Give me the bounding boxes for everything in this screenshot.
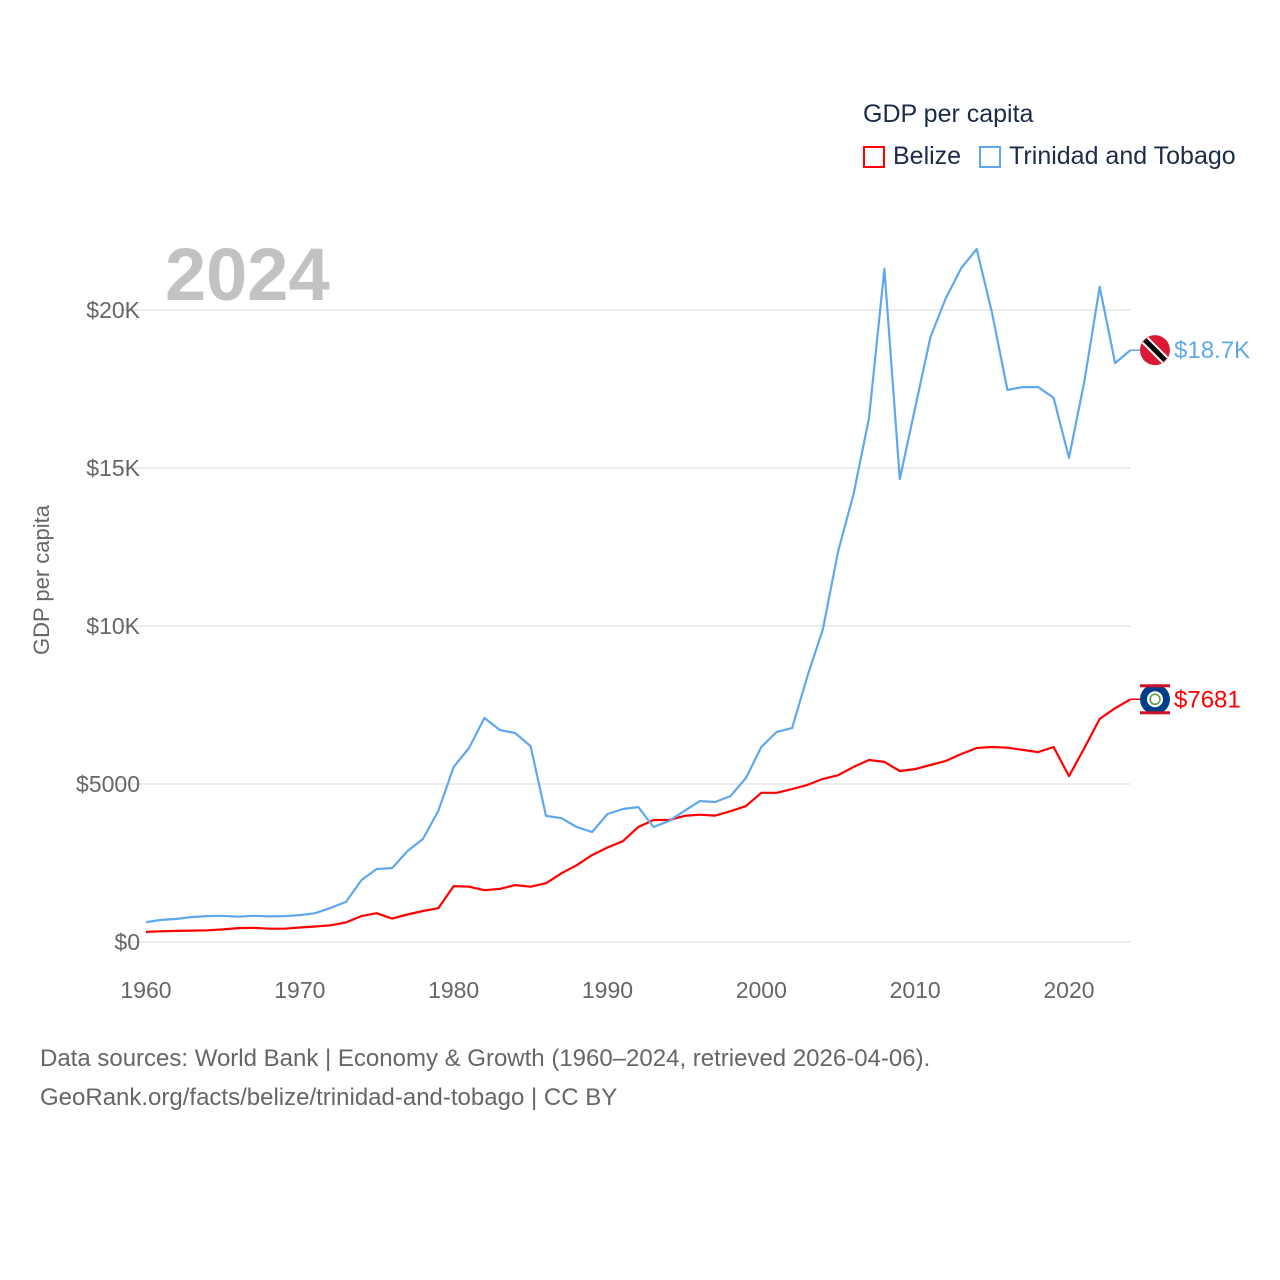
belize-flag-stripe (1140, 711, 1170, 715)
footer-sources: Data sources: World Bank | Economy & Gro… (40, 1045, 931, 1072)
y-tick-label: $15K (86, 455, 140, 481)
legend-swatch-belize (863, 145, 885, 168)
y-tick-label: $20K (86, 297, 140, 323)
x-tick-label: 2020 (1043, 977, 1094, 1003)
y-tick-label: $10K (86, 613, 140, 639)
legend-label-trinidad: Trinidad and Tobago (1009, 142, 1236, 170)
x-tick-label: 1990 (582, 977, 633, 1003)
end-value-label: $7681 (1174, 686, 1241, 713)
x-tick-label: 2010 (890, 977, 941, 1003)
y-tick-label: $0 (114, 929, 140, 955)
x-tick-label: 1970 (274, 977, 325, 1003)
y-tick-label: $5000 (76, 771, 140, 797)
legend: Belize Trinidad and Tobago (863, 142, 1254, 171)
year-label: 2024 (165, 233, 330, 316)
legend-swatch-trinidad (979, 145, 1002, 168)
legend-item-belize[interactable]: Belize (863, 142, 961, 171)
belize-flag-wreath (1149, 693, 1161, 706)
y-axis-label: GDP per capita (29, 504, 54, 656)
legend-label-belize: Belize (893, 142, 962, 170)
x-tick-label: 1980 (428, 977, 479, 1003)
trinidad-flag-black (1143, 338, 1167, 362)
legend-title: GDP per capita (863, 100, 1034, 128)
footer-link[interactable]: GeoRank.org/facts/belize/trinidad-and-to… (40, 1084, 618, 1111)
belize-flag-stripe (1140, 684, 1170, 688)
x-tick-label: 2000 (736, 977, 787, 1003)
legend-item-trinidad[interactable]: Trinidad and Tobago (979, 142, 1236, 171)
series-line-trinidad-and-tobago (145, 247, 1132, 924)
end-value-label: $18.7K (1174, 337, 1250, 364)
x-tick-label: 1960 (120, 977, 171, 1003)
series-line-belize (145, 698, 1132, 933)
